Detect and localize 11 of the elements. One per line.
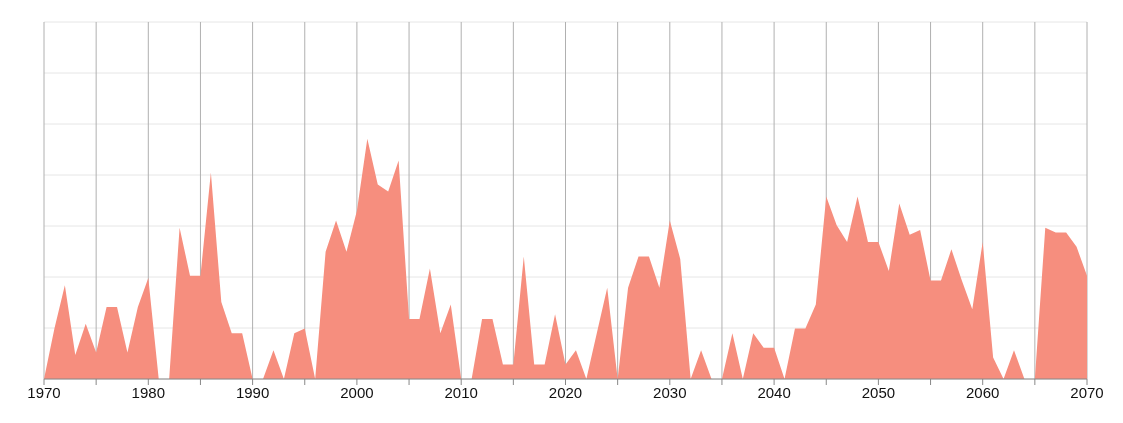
x-tick-label: 2020: [548, 383, 583, 401]
x-tick-label: 2050: [861, 383, 896, 401]
x-tick-label: 1990: [235, 383, 270, 401]
x-tick-label: 2060: [966, 383, 1000, 401]
x-tick-label: 1970: [27, 383, 61, 401]
x-tick-label: 2030: [653, 383, 687, 401]
x-tick-label: 2040: [757, 383, 791, 401]
x-tick-label: 2010: [444, 383, 478, 401]
x-tick-label: 2070: [1070, 383, 1104, 401]
x-tick-label: 1980: [131, 383, 165, 401]
x-tick-label: 2000: [340, 383, 374, 401]
